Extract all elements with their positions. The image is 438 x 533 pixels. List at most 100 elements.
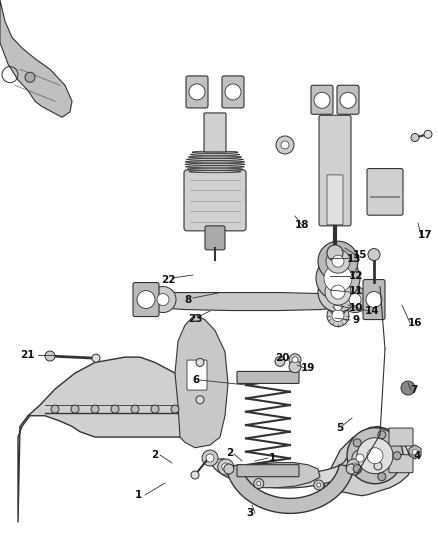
Circle shape: [91, 405, 99, 413]
Text: 8: 8: [184, 295, 192, 305]
Circle shape: [314, 92, 330, 108]
FancyBboxPatch shape: [237, 372, 299, 383]
Circle shape: [92, 354, 100, 362]
Circle shape: [218, 459, 234, 475]
FancyBboxPatch shape: [389, 428, 413, 446]
Circle shape: [368, 248, 380, 261]
Ellipse shape: [187, 158, 244, 160]
Polygon shape: [175, 314, 228, 448]
Text: 9: 9: [353, 315, 360, 325]
Circle shape: [349, 294, 361, 305]
Text: 1: 1: [268, 453, 276, 463]
Circle shape: [327, 245, 343, 261]
Circle shape: [189, 84, 205, 100]
Text: 16: 16: [408, 318, 422, 328]
FancyBboxPatch shape: [389, 455, 413, 473]
Polygon shape: [409, 445, 421, 459]
Circle shape: [378, 473, 386, 481]
Circle shape: [331, 285, 345, 299]
FancyBboxPatch shape: [319, 115, 351, 226]
Polygon shape: [226, 465, 354, 513]
Polygon shape: [18, 357, 220, 522]
Text: 1: 1: [134, 490, 141, 500]
Circle shape: [111, 405, 119, 413]
Text: 19: 19: [301, 363, 315, 373]
FancyBboxPatch shape: [204, 113, 226, 152]
Circle shape: [329, 297, 347, 316]
Circle shape: [325, 279, 351, 305]
Circle shape: [318, 241, 358, 281]
Text: 21: 21: [20, 350, 34, 360]
Circle shape: [151, 405, 159, 413]
Circle shape: [352, 450, 368, 466]
Circle shape: [171, 405, 179, 413]
Circle shape: [332, 255, 344, 267]
Circle shape: [327, 304, 349, 327]
Circle shape: [289, 354, 301, 366]
Circle shape: [316, 256, 360, 300]
Circle shape: [346, 464, 356, 474]
Polygon shape: [230, 463, 320, 488]
Circle shape: [357, 438, 393, 474]
Circle shape: [71, 405, 79, 413]
Circle shape: [340, 92, 356, 108]
FancyBboxPatch shape: [205, 226, 225, 250]
Ellipse shape: [187, 168, 243, 170]
Circle shape: [347, 427, 403, 484]
Circle shape: [332, 310, 344, 321]
Text: 7: 7: [410, 385, 418, 395]
Text: 22: 22: [161, 275, 175, 285]
Polygon shape: [0, 0, 72, 117]
FancyBboxPatch shape: [184, 170, 246, 231]
Circle shape: [412, 449, 418, 455]
Circle shape: [411, 133, 419, 142]
Circle shape: [378, 431, 386, 439]
Polygon shape: [210, 459, 360, 488]
Circle shape: [353, 465, 361, 473]
Text: 6: 6: [192, 375, 200, 385]
Circle shape: [326, 249, 350, 273]
FancyBboxPatch shape: [337, 85, 359, 114]
Circle shape: [342, 287, 368, 312]
Ellipse shape: [185, 163, 245, 165]
FancyBboxPatch shape: [311, 85, 333, 114]
FancyBboxPatch shape: [363, 279, 385, 320]
Text: 12: 12: [349, 271, 363, 281]
Circle shape: [367, 448, 383, 464]
Circle shape: [51, 405, 59, 413]
Circle shape: [225, 84, 241, 100]
Text: 14: 14: [365, 306, 379, 316]
Circle shape: [318, 272, 358, 312]
Circle shape: [350, 463, 358, 471]
FancyBboxPatch shape: [187, 360, 207, 390]
Text: 4: 4: [413, 451, 420, 461]
Circle shape: [356, 454, 364, 462]
FancyBboxPatch shape: [186, 76, 208, 108]
Circle shape: [334, 302, 342, 311]
Circle shape: [401, 381, 415, 395]
Circle shape: [222, 463, 230, 471]
Circle shape: [202, 450, 218, 466]
Ellipse shape: [186, 166, 244, 168]
Circle shape: [346, 459, 362, 475]
Ellipse shape: [192, 151, 238, 153]
Circle shape: [324, 264, 352, 292]
Circle shape: [353, 439, 361, 447]
Circle shape: [206, 454, 214, 462]
Circle shape: [393, 451, 401, 460]
Circle shape: [275, 357, 285, 366]
Text: 18: 18: [295, 220, 309, 230]
Circle shape: [257, 481, 261, 486]
Text: 20: 20: [275, 353, 289, 363]
Ellipse shape: [191, 154, 240, 156]
Circle shape: [314, 480, 324, 490]
Text: 23: 23: [188, 314, 202, 324]
Text: 10: 10: [349, 303, 363, 313]
Circle shape: [137, 290, 155, 309]
FancyBboxPatch shape: [133, 282, 159, 317]
Circle shape: [224, 464, 234, 474]
Circle shape: [157, 294, 169, 305]
Circle shape: [196, 395, 204, 404]
Circle shape: [45, 351, 55, 361]
Ellipse shape: [185, 161, 245, 163]
